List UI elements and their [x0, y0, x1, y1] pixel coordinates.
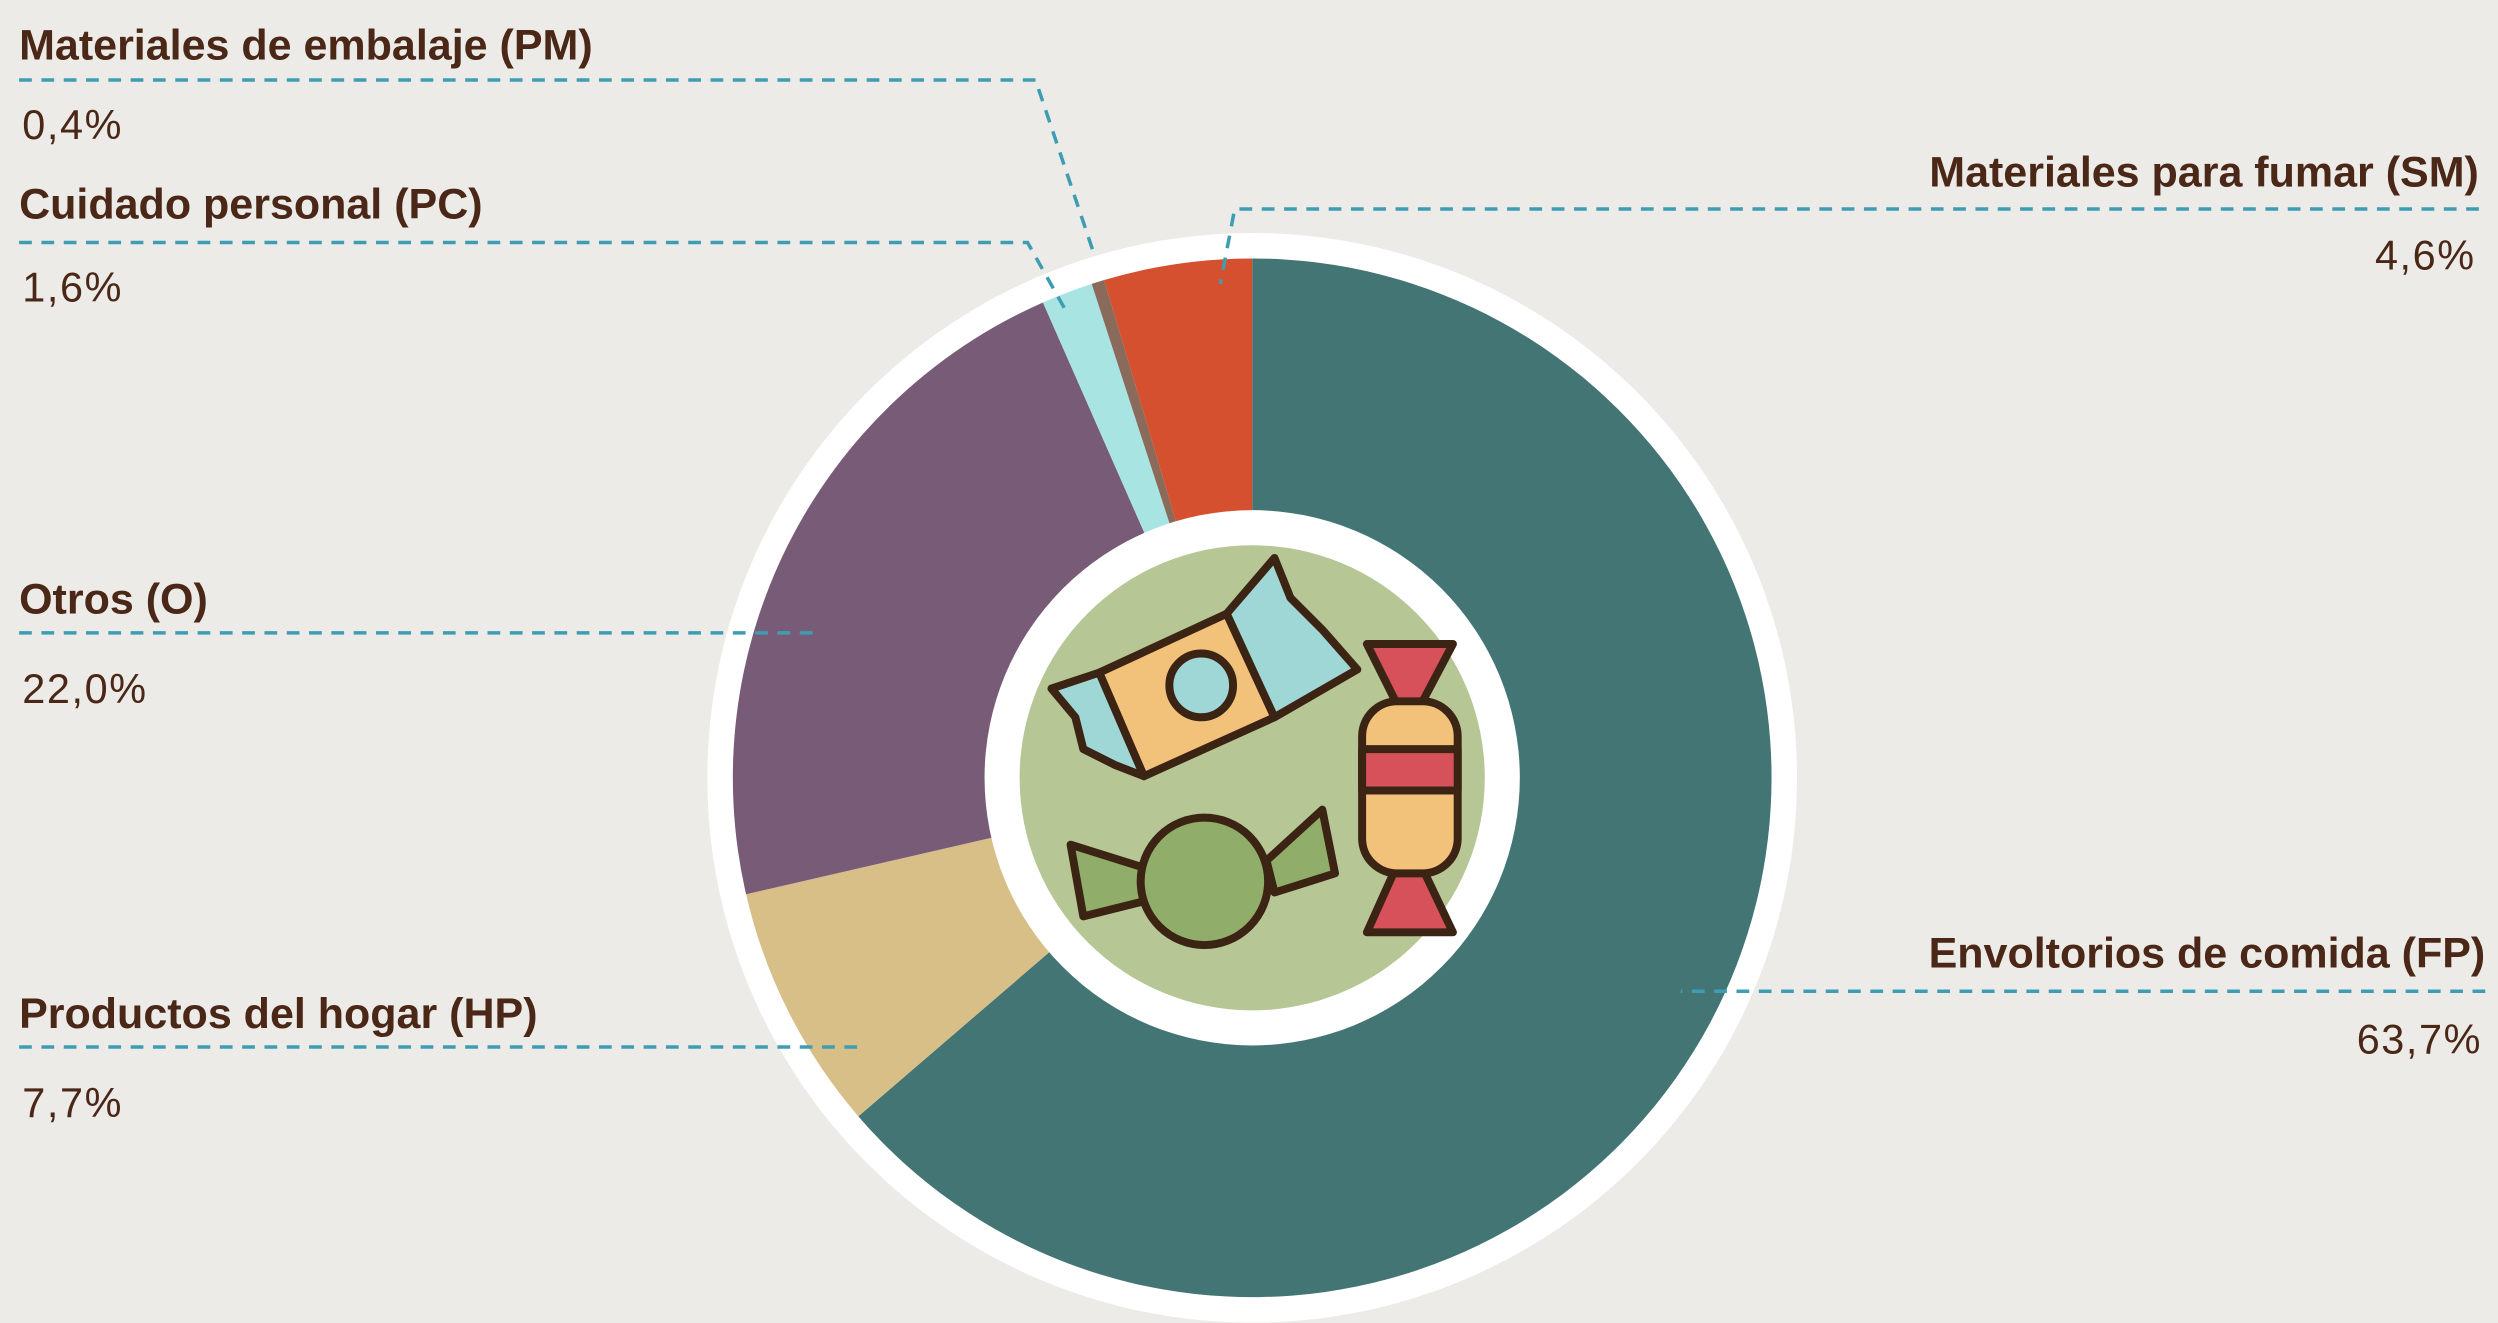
leader-line: [19, 240, 1066, 309]
value-label: 1,6%: [22, 264, 123, 310]
labels: Envoltorios de comida (FP) 63,7% Productos…: [19, 21, 2485, 1126]
category-label: Envoltorios de comida (FP): [1929, 929, 2486, 977]
category-label: Materiales para fumar (SM): [1929, 149, 2479, 197]
category-label: Cuidado personal (PC): [19, 181, 482, 229]
leader-line: [19, 78, 1097, 256]
value-label: 22,0%: [22, 666, 147, 712]
value-label: 7,7%: [22, 1080, 123, 1126]
value-label: 0,4%: [22, 102, 123, 148]
leader-line: [1218, 207, 2479, 285]
category-label: Otros (O): [19, 576, 208, 624]
candy-icon: [1047, 553, 1462, 950]
category-label: Materiales de embalaje (PM): [19, 21, 593, 69]
value-label: 63,7%: [2357, 1016, 2482, 1062]
category-label: Productos del hogar (HP): [19, 990, 537, 1038]
value-label: 4,6%: [2375, 233, 2476, 279]
